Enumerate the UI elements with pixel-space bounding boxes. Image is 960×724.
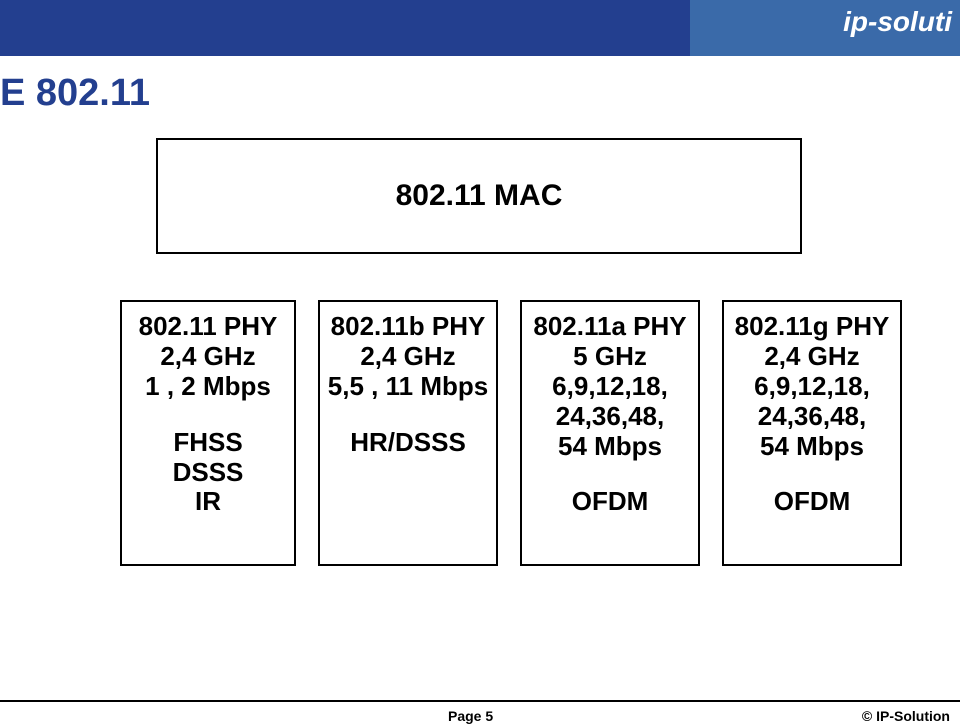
phy-line: 6,9,12,18, — [522, 372, 698, 402]
phy-line: 6,9,12,18, — [724, 372, 900, 402]
phy-line: 5 GHz — [522, 342, 698, 372]
phy-line: 802.11b PHY — [320, 312, 496, 342]
phy-line: DSSS — [122, 458, 294, 488]
phy-line: FHSS — [122, 428, 294, 458]
phy-line: IR — [122, 487, 294, 517]
phy-line: 54 Mbps — [522, 432, 698, 462]
logo-text: ip-soluti — [843, 6, 952, 38]
phy-line: 2,4 GHz — [724, 342, 900, 372]
page-number: Page 5 — [448, 708, 493, 724]
phy-line: 54 Mbps — [724, 432, 900, 462]
mac-box: 802.11 MAC — [156, 138, 802, 254]
phy-line: 802.11 PHY — [122, 312, 294, 342]
page-title: E 802.11 — [0, 72, 150, 115]
phy-box-2: 802.11a PHY5 GHz6,9,12,18,24,36,48,54 Mb… — [520, 300, 700, 566]
phy-line: OFDM — [724, 487, 900, 517]
phy-line: 802.11g PHY — [724, 312, 900, 342]
phy-line: HR/DSSS — [320, 428, 496, 458]
phy-line: 5,5 , 11 Mbps — [320, 372, 496, 402]
copyright: © IP-Solution — [862, 708, 950, 724]
mac-box-label: 802.11 MAC — [396, 179, 563, 213]
phy-line: 24,36,48, — [724, 402, 900, 432]
phy-box-0: 802.11 PHY2,4 GHz1 , 2 Mbps FHSSDSSSIR — [120, 300, 296, 566]
phy-line: 2,4 GHz — [122, 342, 294, 372]
phy-line: OFDM — [522, 487, 698, 517]
phy-line: 1 , 2 Mbps — [122, 372, 294, 402]
phy-box-3: 802.11g PHY2,4 GHz6,9,12,18,24,36,48,54 … — [722, 300, 902, 566]
logo-strip: ip-soluti — [690, 0, 960, 56]
phy-line: 24,36,48, — [522, 402, 698, 432]
footer-line — [0, 700, 960, 702]
phy-box-1: 802.11b PHY2,4 GHz5,5 , 11 Mbps HR/DSSS — [318, 300, 498, 566]
phy-line: 802.11a PHY — [522, 312, 698, 342]
phy-line: 2,4 GHz — [320, 342, 496, 372]
